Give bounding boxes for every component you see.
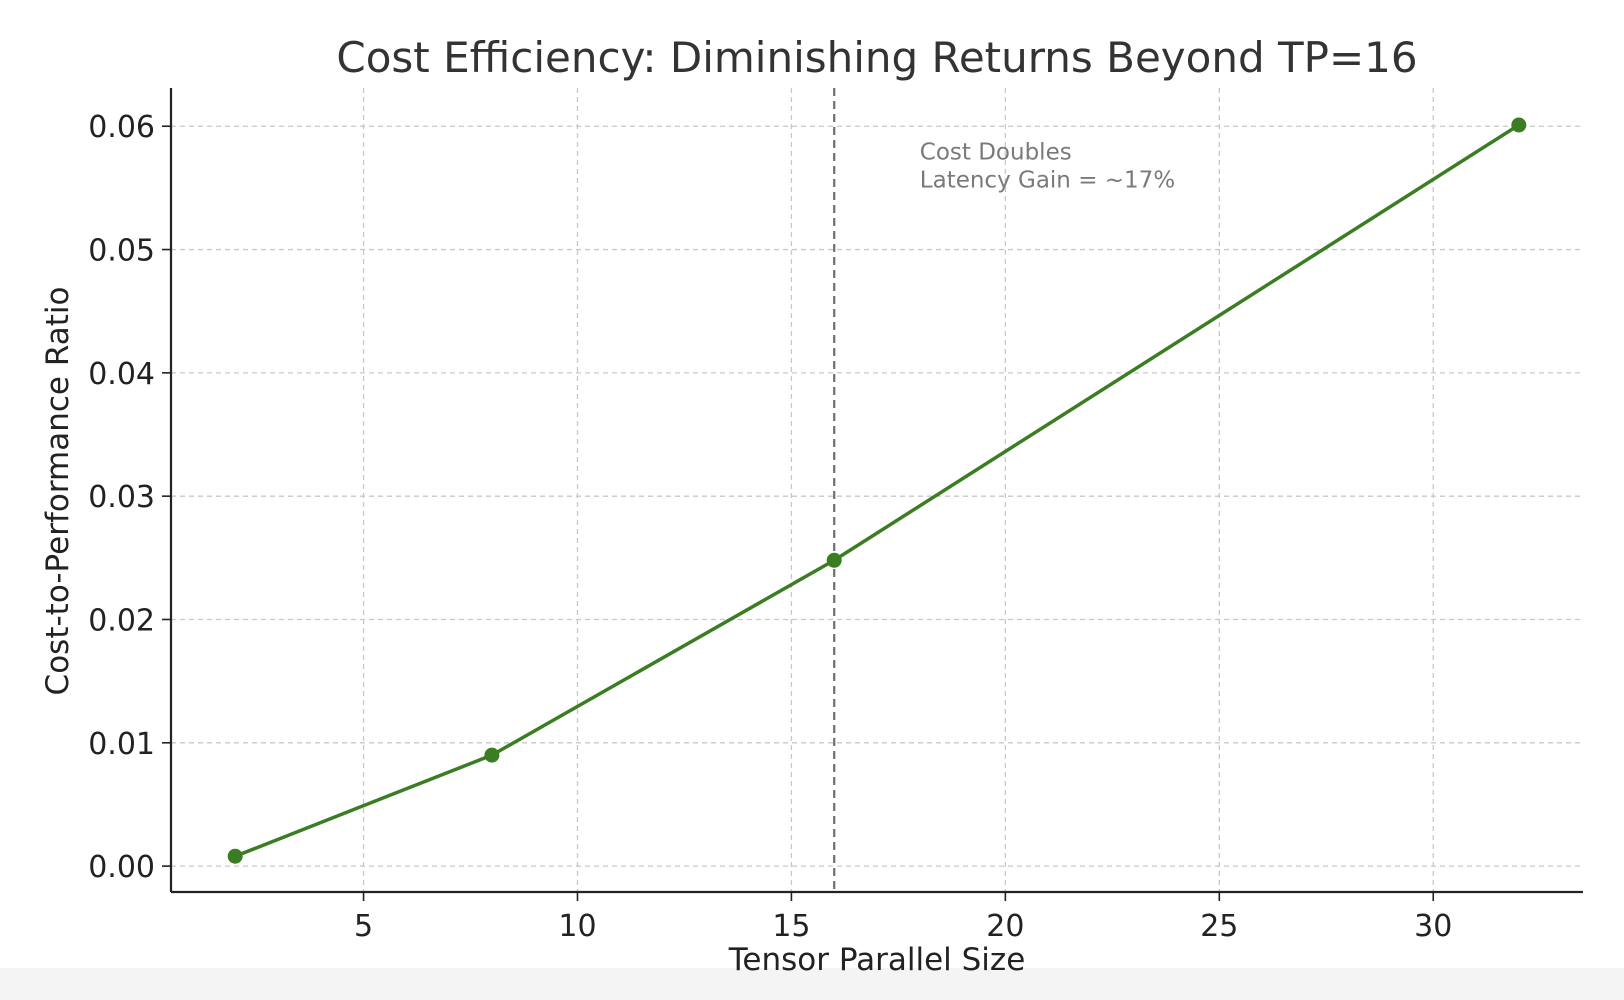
y-tick-label: 0.04: [88, 357, 155, 392]
x-tick-label: 20: [986, 909, 1024, 944]
y-tick-label: 0.06: [88, 110, 155, 145]
x-tick-label: 30: [1414, 909, 1452, 944]
series-group: [227, 117, 1527, 864]
data-point: [227, 848, 243, 864]
grid: [171, 88, 1583, 892]
annotation-line: Latency Gain = ~17%: [920, 168, 1175, 194]
chart-title: Cost Efficiency: Diminishing Returns Bey…: [336, 33, 1417, 82]
x-tick-label: 5: [354, 909, 373, 944]
data-point: [484, 747, 500, 763]
annotation-text: Cost Doubles Latency Gain = ~17%: [920, 140, 1175, 194]
annotation: Cost Doubles Latency Gain = ~17%: [920, 140, 1175, 194]
y-tick-label: 0.02: [88, 603, 155, 638]
annotation-line: Cost Doubles: [920, 140, 1072, 166]
x-tick-label: 15: [772, 909, 810, 944]
data-point: [826, 552, 842, 568]
data-point: [1511, 117, 1527, 133]
series-line: [234, 123, 1520, 858]
x-tick-label: 25: [1200, 909, 1238, 944]
bottom-band: [0, 968, 1624, 1000]
y-tick-label: 0.00: [88, 850, 155, 885]
y-tick-label: 0.03: [88, 480, 155, 515]
x-tick-label: 10: [558, 909, 596, 944]
y-axis-title: Cost-to-Performance Ratio: [40, 287, 76, 696]
x-axis-title: Tensor Parallel Size: [728, 942, 1026, 978]
axes: [169, 88, 1583, 894]
ticks: 5 10 15 20 25 30 0.00 0.01 0.02 0.03 0.04 0.05 0.06: [88, 110, 1452, 944]
y-tick-label: 0.01: [88, 727, 155, 762]
y-tick-label: 0.05: [88, 234, 155, 269]
